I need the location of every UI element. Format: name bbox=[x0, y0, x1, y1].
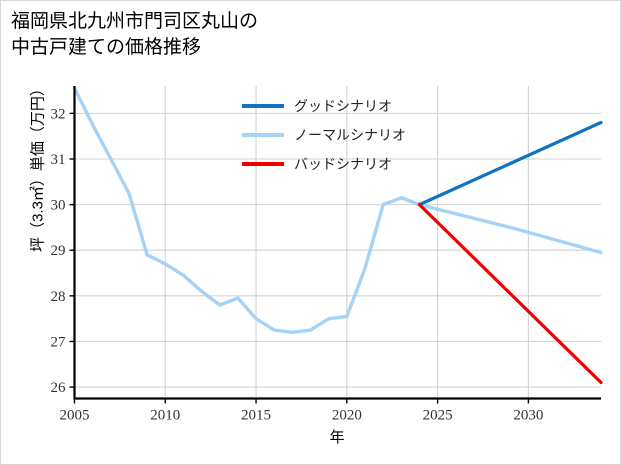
x-tick-label: 2025 bbox=[423, 408, 453, 424]
y-tick-label: 26 bbox=[51, 380, 67, 396]
y-axis-ticks: 26 27 28 29 30 31 32 bbox=[51, 106, 75, 396]
legend-label-2: バッドシナリオ bbox=[294, 156, 392, 172]
y-axis-label: 坪（3.3㎡）単価（万円） bbox=[29, 81, 47, 252]
x-axis-label: 年 bbox=[329, 429, 344, 446]
y-axis-label-holder: 坪（3.3㎡）単価（万円） bbox=[27, 67, 48, 267]
y-tick-label: 30 bbox=[51, 198, 66, 214]
series-line-グッドシナリオ bbox=[417, 120, 603, 207]
series-line-バッドシナリオ bbox=[417, 203, 603, 385]
y-tick-label: 32 bbox=[51, 106, 66, 122]
legend-label-0: グッドシナリオ bbox=[294, 98, 392, 114]
x-tick-label: 2005 bbox=[60, 408, 90, 424]
x-tick-label: 2010 bbox=[150, 408, 180, 424]
legend-label-1: ノーマルシナリオ bbox=[294, 127, 406, 143]
x-tick-label: 2020 bbox=[332, 408, 362, 424]
y-tick-label: 31 bbox=[51, 152, 66, 168]
axis-titles: 年 bbox=[329, 429, 344, 446]
x-axis-ticks: 2005 2010 2015 2020 2025 2030 bbox=[60, 398, 543, 424]
series-layer bbox=[72, 86, 603, 385]
page-title: 福岡県北九州市門司区丸山の 中古戸建ての価格推移 bbox=[11, 11, 259, 58]
x-tick-label: 2015 bbox=[241, 408, 271, 424]
series-line-ノーマルシナリオ bbox=[72, 86, 603, 335]
y-tick-label: 29 bbox=[51, 243, 66, 259]
y-tick-label: 28 bbox=[51, 289, 66, 305]
y-tick-label: 27 bbox=[51, 334, 67, 350]
x-tick-label: 2030 bbox=[513, 408, 543, 424]
